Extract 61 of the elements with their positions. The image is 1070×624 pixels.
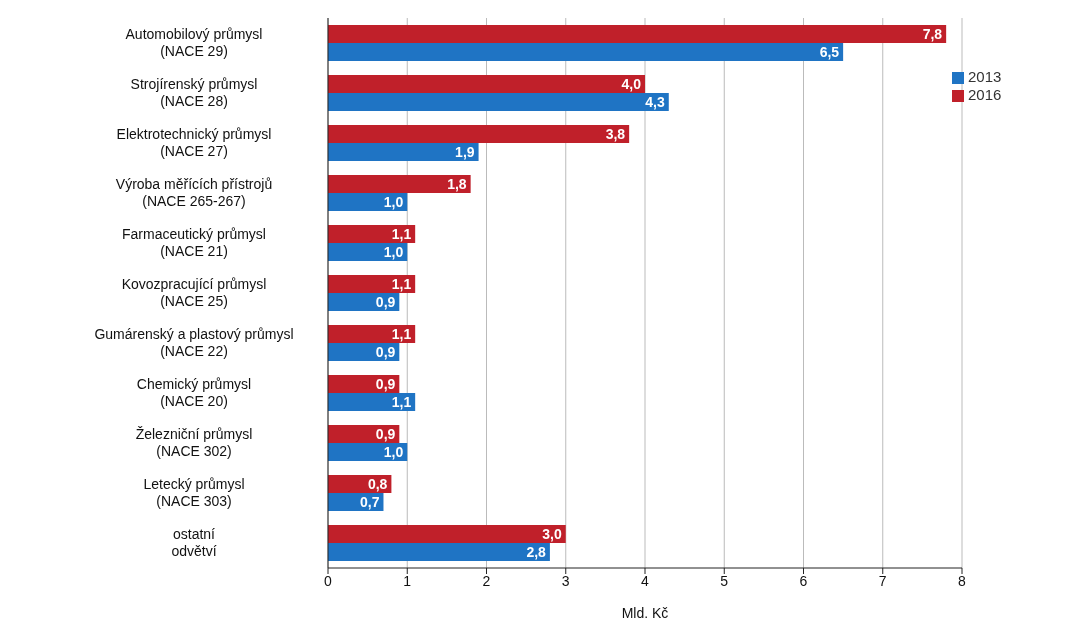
data-label: 4,0 bbox=[621, 76, 642, 92]
data-label: 0,9 bbox=[375, 376, 396, 392]
y-tick-label: Letecký průmysl (NACE 303) bbox=[143, 476, 245, 509]
data-label: 7,8 bbox=[922, 26, 943, 42]
x-tick-label: 6 bbox=[799, 572, 808, 589]
data-label: 1,1 bbox=[391, 394, 412, 410]
data-label: 1,1 bbox=[391, 276, 412, 292]
bar bbox=[328, 93, 669, 111]
x-tick-label: 5 bbox=[720, 572, 729, 589]
bar bbox=[328, 325, 416, 343]
bar bbox=[328, 443, 408, 461]
y-tick-label: Farmaceutický průmysl (NACE 21) bbox=[122, 226, 266, 259]
data-label: 3,0 bbox=[542, 526, 562, 542]
x-tick-label: 7 bbox=[878, 572, 887, 589]
bar bbox=[328, 193, 408, 211]
x-tick-label: 2 bbox=[482, 572, 491, 589]
bar bbox=[328, 75, 645, 93]
bar bbox=[328, 393, 416, 411]
y-tick-label: ostatní odvětví bbox=[171, 526, 217, 559]
bar bbox=[328, 543, 550, 561]
data-label: 2,8 bbox=[526, 544, 547, 560]
data-label: 3,8 bbox=[605, 126, 626, 142]
bar bbox=[328, 143, 479, 161]
data-label: 1,0 bbox=[383, 244, 404, 260]
data-label: 6,5 bbox=[819, 44, 840, 60]
y-tick-label: Výroba měřících přístrojů (NACE 265-267) bbox=[115, 176, 273, 209]
y-tick-label: Chemický průmysl (NACE 20) bbox=[136, 376, 252, 409]
y-tick-label: Gumárenský a plastový průmysl (NACE 22) bbox=[94, 326, 294, 359]
data-label: 1,9 bbox=[455, 144, 475, 160]
data-label: 4,3 bbox=[645, 94, 665, 110]
legend-label: 2016 bbox=[968, 86, 1002, 103]
x-axis-title: Mld. Kč bbox=[621, 605, 669, 621]
data-label: 0,9 bbox=[375, 294, 396, 310]
y-tick-label: Železniční průmysl (NACE 302) bbox=[135, 426, 253, 459]
bar bbox=[328, 225, 416, 243]
y-tick-label: Automobilový průmysl (NACE 29) bbox=[125, 26, 263, 59]
bar bbox=[328, 275, 416, 293]
data-label: 1,1 bbox=[391, 326, 412, 342]
data-label: 0,8 bbox=[367, 476, 388, 492]
x-tick-label: 8 bbox=[958, 572, 967, 589]
y-tick-label: Kovozpracující průmysl (NACE 25) bbox=[121, 276, 267, 309]
x-tick-label: 0 bbox=[324, 572, 333, 589]
x-tick-label: 1 bbox=[403, 572, 412, 589]
y-tick-label: Strojírenský průmysl (NACE 28) bbox=[130, 76, 258, 109]
data-label: 1,0 bbox=[383, 194, 404, 210]
data-label: 0,9 bbox=[375, 426, 396, 442]
legend-label: 2013 bbox=[968, 68, 1002, 85]
bar bbox=[328, 525, 566, 543]
x-tick-label: 3 bbox=[561, 572, 570, 589]
bar bbox=[328, 243, 408, 261]
y-tick-label: Elektrotechnický průmysl (NACE 27) bbox=[116, 126, 272, 159]
bar bbox=[328, 25, 947, 43]
bar bbox=[328, 125, 630, 143]
bar bbox=[328, 43, 844, 61]
data-label: 1,8 bbox=[447, 176, 467, 192]
data-label: 0,7 bbox=[360, 494, 380, 510]
data-label: 1,0 bbox=[383, 444, 404, 460]
data-label: 1,1 bbox=[391, 226, 412, 242]
bar bbox=[328, 175, 471, 193]
x-tick-label: 4 bbox=[641, 572, 650, 589]
data-label: 0,9 bbox=[375, 344, 396, 360]
